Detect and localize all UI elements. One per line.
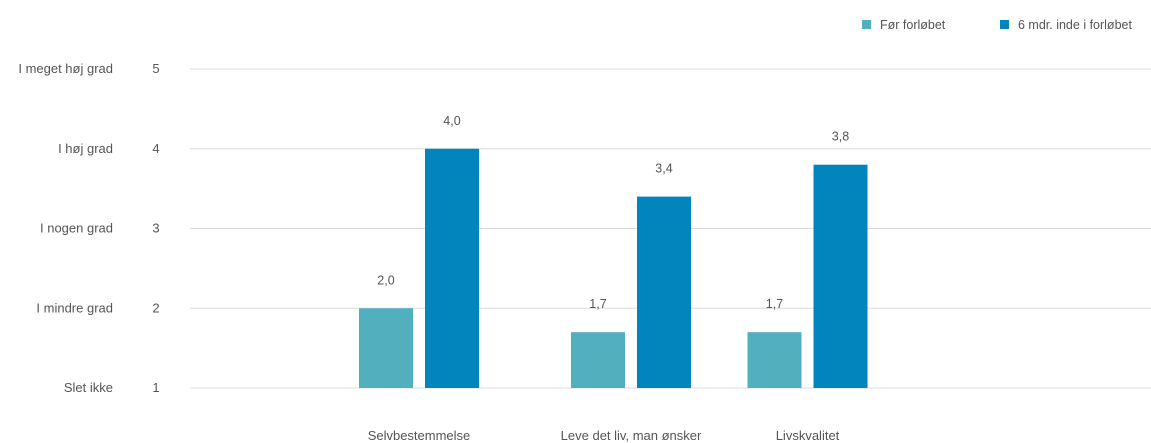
category-label: Livskvalitet <box>776 428 840 443</box>
y-tick-label: 2 <box>152 300 159 315</box>
data-label: 3,8 <box>832 130 849 144</box>
category-label: Leve det liv, man ønsker <box>561 428 702 443</box>
bar <box>425 148 479 388</box>
legend-swatch <box>862 20 871 29</box>
y-level-label: I meget høj grad <box>18 61 113 76</box>
y-axis-level-labels: I meget høj grad I høj grad I nogen grad I … <box>18 61 113 395</box>
bar <box>359 308 413 388</box>
legend-swatch <box>1000 20 1009 29</box>
bars <box>359 148 868 388</box>
data-label: 3,4 <box>655 162 672 176</box>
bar <box>571 332 625 388</box>
y-axis-tick-labels: 5 4 3 2 1 <box>152 61 159 395</box>
legend: Før forløbet 6 mdr. inde i forløbet <box>862 18 1132 32</box>
y-level-label: I mindre grad <box>36 300 113 315</box>
y-tick-label: 5 <box>152 61 159 76</box>
y-level-label: I høj grad <box>58 141 113 156</box>
category-label: Selvbestemmelse <box>368 428 471 443</box>
data-label: 4,0 <box>443 114 460 128</box>
legend-label: Før forløbet <box>880 18 946 32</box>
data-label: 1,7 <box>766 297 783 311</box>
y-tick-label: 4 <box>152 141 159 156</box>
y-tick-label: 1 <box>152 380 159 395</box>
data-label: 2,0 <box>377 273 394 287</box>
y-tick-label: 3 <box>152 221 159 236</box>
data-label: 1,7 <box>589 297 606 311</box>
bar <box>813 164 868 388</box>
data-labels: 2,0 4,0 1,7 3,4 1,7 3,8 <box>377 114 849 311</box>
x-axis-category-labels: Selvbestemmelse Leve det liv, man ønsker L… <box>368 428 840 443</box>
y-level-label: I nogen grad <box>40 221 113 236</box>
y-level-label: Slet ikke <box>64 380 113 395</box>
bar <box>637 196 691 388</box>
legend-label: 6 mdr. inde i forløbet <box>1018 18 1132 32</box>
bar <box>747 332 802 388</box>
